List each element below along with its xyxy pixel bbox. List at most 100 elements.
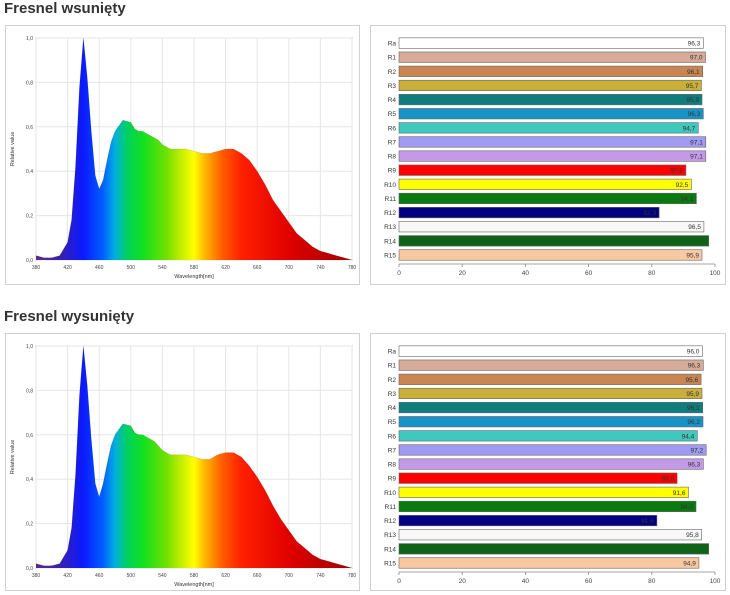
- spectrum-chart-1: 380 420 460 500 540 580 620 660 700 740 780 0,0 0,2 0…: [10, 36, 357, 280]
- category-label: Ra: [388, 41, 397, 48]
- category-label: R8: [388, 462, 397, 469]
- y-tick-label: 0,4: [26, 477, 33, 483]
- x-tick-label: 660: [253, 265, 262, 271]
- category-label: R5: [388, 419, 397, 426]
- category-label: R2: [388, 377, 397, 384]
- category-label: R14: [384, 546, 396, 553]
- spectrum-area: [36, 38, 352, 260]
- bar-value-label: 91,6: [673, 490, 686, 497]
- bar-value-label: 97,0: [690, 55, 703, 62]
- x-tick-label: 660: [253, 573, 262, 579]
- bar: [398, 373, 702, 385]
- x-tick-label: 700: [285, 265, 294, 271]
- y-tick-label: 0,8: [26, 388, 33, 394]
- bar: [398, 37, 704, 49]
- spectrum-panel-1: 380 420 460 500 540 580 620 660 700 740 780 0,0 0,2 0…: [5, 25, 360, 285]
- y-tick-label: 0,6: [26, 125, 33, 131]
- bar: [398, 557, 700, 569]
- category-label: R1: [388, 363, 397, 370]
- category-label: R4: [388, 97, 397, 104]
- bar: [398, 94, 703, 106]
- y-tick-label: 0,8: [26, 80, 33, 86]
- bar: [398, 249, 703, 261]
- category-label: R14: [384, 238, 396, 245]
- bar-value-label: 97,2: [690, 447, 703, 454]
- bar-value-label: 95,9: [686, 97, 699, 104]
- x-tick-label: 380: [32, 573, 41, 579]
- y-tick-label: 0,0: [26, 566, 33, 572]
- y-tick-label: 0,2: [26, 214, 33, 220]
- spectrum-line: [35, 37, 353, 261]
- bar: [398, 402, 704, 414]
- x-tick-label: 540: [158, 573, 167, 579]
- x-tick-label: 780: [348, 265, 357, 271]
- x-tick-label: 740: [316, 573, 325, 579]
- bar-value-label: 97,1: [690, 154, 703, 161]
- y-tick-label: 0,2: [26, 522, 33, 528]
- category-label: R9: [388, 476, 397, 483]
- category-label: R10: [384, 490, 396, 497]
- bar-value-label: 94,1: [681, 196, 694, 203]
- cri-panel-2: Ra 96,0 R1 96,3 R2 95,6 R3 95,9 R4 96,1 R5 96,2 R6 94…: [370, 333, 726, 591]
- bar-value-label: 97,1: [690, 139, 703, 146]
- y-axis-label: Relative value: [10, 440, 16, 475]
- cri-panel-1: Ra 96,3 R1 97,0 R2 96,1 R3 95,7 R4 95,9 R5 96,3 R6 94…: [370, 25, 726, 285]
- category-label: R12: [384, 518, 396, 525]
- y-tick-label: 1,0: [26, 344, 33, 350]
- category-label: R6: [388, 433, 397, 440]
- x-tick-label: 20: [459, 578, 467, 585]
- cri-chart-1: Ra 96,3 R1 97,0 R2 96,1 R3 95,7 R4 95,9 R5 96,3 R6 94…: [384, 37, 721, 277]
- spectrum-area: [36, 346, 352, 568]
- category-label: R5: [388, 111, 397, 118]
- category-label: R11: [385, 196, 397, 203]
- category-label: R2: [388, 69, 397, 76]
- bar: [398, 444, 707, 456]
- y-tick-label: 0,6: [26, 433, 33, 439]
- bar-value-label: 92,5: [676, 182, 689, 189]
- category-label: R1: [388, 55, 397, 62]
- x-tick-label: 540: [158, 265, 167, 271]
- bar: [398, 192, 697, 205]
- x-tick-label: 40: [522, 578, 530, 585]
- bar: [398, 472, 678, 484]
- section-title-2: Fresnel wysunięty: [4, 308, 135, 325]
- bar: [398, 500, 697, 513]
- bar: [398, 458, 704, 470]
- category-label: R13: [384, 224, 396, 231]
- bar: [398, 122, 699, 134]
- bar-value-label: 94,9: [683, 560, 696, 567]
- x-tick-label: 500: [127, 265, 136, 271]
- x-tick-label: 60: [585, 578, 593, 585]
- bar-value-label: 94,0: [680, 504, 693, 511]
- bar-value-label: 96,3: [688, 111, 701, 118]
- x-tick-label: 700: [285, 573, 294, 579]
- spectrum-line: [35, 345, 353, 569]
- category-label: R10: [384, 182, 396, 189]
- bar: [398, 108, 704, 120]
- bar-value-label: 96,1: [687, 69, 700, 76]
- bar-value-label: 95,9: [686, 391, 699, 398]
- bar-value-label: 96,3: [688, 363, 701, 370]
- x-tick-label: 580: [190, 573, 199, 579]
- bar-value-label: 96,3: [688, 41, 701, 48]
- bar: [398, 51, 706, 63]
- x-axis-label: Wavelength[nm]: [174, 582, 214, 588]
- x-tick-label: 80: [648, 270, 656, 277]
- x-tick-label: 100: [710, 270, 721, 277]
- category-label: R15: [384, 252, 396, 259]
- bar-value-label: 95,9: [686, 252, 699, 259]
- x-tick-label: 60: [585, 270, 593, 277]
- category-label: R6: [388, 125, 397, 132]
- bar: [398, 543, 710, 555]
- x-tick-label: 420: [63, 573, 72, 579]
- x-tick-label: 40: [522, 270, 530, 277]
- bar: [398, 164, 687, 176]
- category-label: R7: [388, 447, 397, 454]
- category-label: R15: [384, 560, 396, 567]
- bar: [398, 221, 705, 233]
- bar-value-label: 96,5: [688, 224, 701, 231]
- bar-value-label: 94,4: [682, 433, 695, 440]
- x-tick-label: 780: [348, 573, 357, 579]
- x-tick-label: 500: [127, 573, 136, 579]
- bar: [398, 178, 692, 190]
